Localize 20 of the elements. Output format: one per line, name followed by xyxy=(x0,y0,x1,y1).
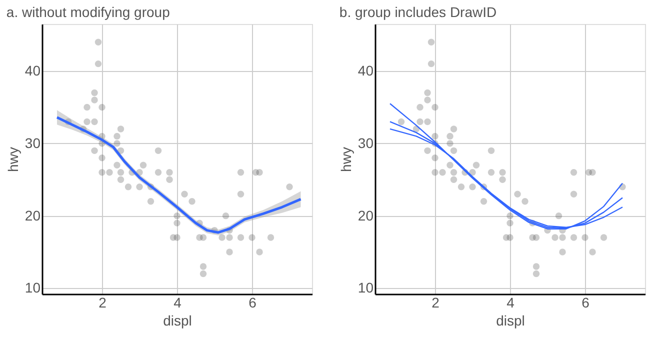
y-tick-label: 10 xyxy=(24,280,41,296)
x-tick-label: 6 xyxy=(582,294,590,310)
chart-title: b. group includes DrawID xyxy=(339,4,497,20)
x-tick-label: 2 xyxy=(98,294,107,310)
chart-title: a. without modifying group xyxy=(6,4,170,20)
y-tick-label: 20 xyxy=(358,207,374,224)
x-axis-title: displ xyxy=(496,312,525,328)
y-tick-label: 30 xyxy=(358,134,374,151)
x-tick-label: 6 xyxy=(248,294,257,310)
y-tick-label: 30 xyxy=(24,134,41,151)
x-tick-label: 2 xyxy=(432,294,440,310)
x-tick-label: 4 xyxy=(174,294,182,310)
y-tick-label: 40 xyxy=(358,62,374,79)
y-tick-label: 40 xyxy=(24,62,41,79)
y-axis-title: hwy xyxy=(338,147,354,172)
y-axis-title: hwy xyxy=(4,147,21,172)
x-axis-title: displ xyxy=(163,312,192,328)
y-tick-label: 10 xyxy=(358,280,374,296)
y-tick-label: 20 xyxy=(24,207,41,224)
x-tick-label: 4 xyxy=(506,294,515,310)
